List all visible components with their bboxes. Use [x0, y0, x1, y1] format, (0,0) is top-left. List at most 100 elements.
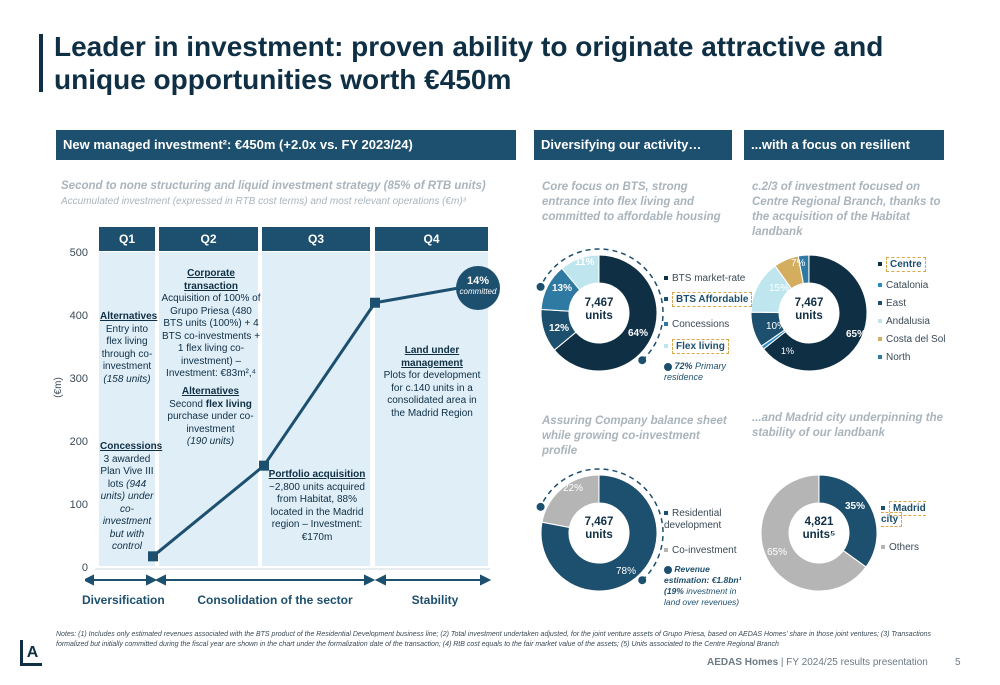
- y-tick-label: 0: [81, 562, 88, 574]
- legend-label: North: [886, 352, 911, 363]
- legend-label: Others: [889, 542, 920, 553]
- legend-swatch: [881, 545, 885, 550]
- donut-center-value: 4,821: [804, 516, 834, 528]
- revenue-note: Revenue estimation: €1.8bn¹ (19% investm…: [664, 564, 742, 608]
- slice-label: 35%: [845, 501, 866, 512]
- slice-label: 11%: [575, 257, 595, 268]
- legend-item: BTS Affordable: [664, 292, 753, 307]
- legend-label: Andalusia: [886, 316, 930, 327]
- donut3-center: 7,467 units: [575, 516, 623, 542]
- annotation-units: (158 units): [103, 373, 151, 385]
- committed-badge-pct: 14%: [466, 275, 490, 287]
- legend-item: Catalonia: [878, 280, 928, 291]
- legend-label: BTS market-rate: [672, 273, 746, 284]
- arc-end-dot: [536, 282, 545, 291]
- legend-label: Centre: [886, 257, 926, 272]
- annotation-title: Concessions: [100, 441, 163, 452]
- committed-badge: 14% committed: [456, 266, 500, 310]
- note-text: investment in land over revenues): [664, 586, 740, 607]
- legend-item: Concessions: [664, 319, 729, 330]
- right-subtitle-1: c.2/3 of investment focused on Centre Re…: [752, 181, 941, 238]
- quarter-header-q2: Q2: [159, 227, 258, 251]
- slice-label: 10%: [766, 321, 787, 332]
- primary-residence-note: 72% Primary residence: [664, 361, 734, 383]
- slice-label: 65%: [767, 547, 788, 558]
- quarter-header-q1: Q1: [99, 227, 155, 251]
- slice-label: 15%: [769, 283, 790, 294]
- footer-brand: AEDAS Homes: [707, 657, 779, 668]
- donut-center-label: units: [795, 310, 823, 322]
- left-section-header: New managed investment²: €450m (+2.0x vs…: [56, 130, 516, 160]
- slice-label: 64%: [628, 328, 649, 339]
- donut4-center: 4,821 units⁵: [795, 516, 843, 542]
- quarter-header-q4: Q4: [375, 227, 488, 251]
- slice-label: 1%: [781, 346, 795, 356]
- legend-item: BTS market-rate: [664, 273, 745, 284]
- legend-label: Costa del Sol: [886, 334, 946, 345]
- right-subtitle-2: ...and Madrid city underpinning the stab…: [752, 412, 944, 439]
- slice-label: 13%: [552, 283, 573, 294]
- arc-end-dot: [638, 356, 647, 365]
- y-tick-label: 200: [69, 436, 88, 448]
- annotation-text: ~2,800 units acquired from Habitat, 88% …: [269, 481, 365, 543]
- q2-column-bg: [159, 252, 258, 566]
- title-accent-bar: [39, 34, 43, 92]
- legend-swatch: [878, 283, 882, 288]
- legend-item: East: [878, 298, 906, 309]
- investment-series-line: [152, 286, 459, 558]
- annotation-units: (190 units): [186, 436, 235, 447]
- footer: AEDAS Homes | FY 2024/25 results present…: [707, 657, 928, 668]
- annotation-title: Alternatives: [181, 386, 240, 397]
- annotation-portfolio-acquisition: Portfolio acquisition ~2,800 units acqui…: [264, 469, 370, 544]
- q1-column-bg: [99, 252, 155, 566]
- q3-column-bg: [262, 252, 370, 566]
- legend-item: North: [878, 352, 910, 363]
- annotation-alternatives-q1: Alternatives Entry into flex living thro…: [100, 311, 158, 386]
- legend-swatch: [881, 506, 885, 511]
- committed-badge-label: committed: [459, 287, 497, 296]
- investment-line-chart: [95, 286, 490, 570]
- dashed-highlight-arc: [539, 248, 664, 361]
- legend-item: Andalusia: [878, 316, 930, 327]
- page-title: Leader in investment: proven ability to …: [54, 31, 884, 95]
- donut-hole: [569, 503, 629, 563]
- legend-swatch: [664, 297, 668, 302]
- arc-end-dot: [536, 502, 545, 511]
- annotation-text: Entry into flex living through co-invest…: [101, 323, 153, 373]
- donut1-center: 7,467 units: [575, 297, 623, 323]
- donut-center-value: 7,467: [584, 516, 614, 528]
- legend-item: Centre: [878, 257, 926, 272]
- legend-swatch: [878, 262, 882, 267]
- legend-swatch: [878, 355, 882, 360]
- note-text: Primary residence: [664, 361, 727, 382]
- annotation-alternatives-q2: Alternatives Second flex living purchase…: [163, 386, 258, 449]
- annotation-land-under-management: Land under management Plots for developm…: [380, 345, 484, 420]
- data-point: [370, 297, 380, 308]
- phase-arrows: [85, 574, 492, 586]
- legend-label: Catalonia: [886, 280, 929, 291]
- donut-center-label: units: [585, 529, 613, 541]
- legend-label: Co-investment: [672, 545, 737, 556]
- legend-label: East: [886, 298, 907, 309]
- donut-center-label: units⁵: [802, 529, 836, 541]
- left-subtitle: Second to none structuring and liquid in…: [61, 180, 486, 192]
- legend-swatch: [664, 344, 668, 349]
- note-pct: (19%: [664, 586, 684, 596]
- right-section-header: ...with a focus on resilient areas: [744, 130, 944, 182]
- data-point: [148, 551, 158, 562]
- donut-center-label: units: [585, 310, 613, 322]
- donut-hole: [779, 283, 839, 343]
- annotation-title: Portfolio acquisition: [268, 469, 366, 480]
- note-dot-icon: [664, 565, 672, 574]
- y-tick-label: 500: [69, 247, 88, 259]
- legend-item: Residential development: [664, 508, 734, 532]
- legend-label: Flex living: [672, 339, 729, 354]
- arc-end-dot: [638, 576, 647, 585]
- annotation-title: Land under management: [401, 345, 463, 369]
- donut-hole: [569, 283, 629, 343]
- annotation-units: (944 units) under co-investment but with…: [100, 478, 154, 553]
- donut-hole: [789, 503, 849, 563]
- annotation-text: Acquisition of 100% of Grupo Priesa (480…: [161, 293, 261, 379]
- middle-subtitle-1: Core focus on BTS, strong entrance into …: [542, 181, 721, 223]
- annotation-title: Alternatives: [100, 311, 158, 322]
